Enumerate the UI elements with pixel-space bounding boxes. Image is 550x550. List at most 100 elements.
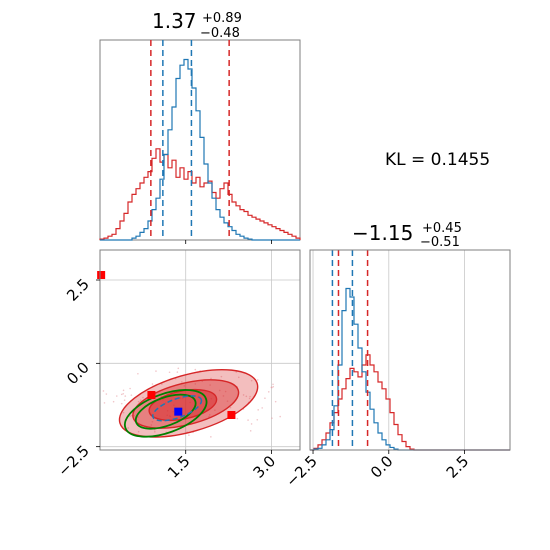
scatter-point <box>218 389 221 392</box>
scatter-point <box>183 385 186 387</box>
scatter-point <box>256 418 259 421</box>
top-title: 1.37 <box>152 9 197 33</box>
joint-green-contours <box>124 389 208 438</box>
joint-markers <box>97 271 236 419</box>
scatter-point <box>208 415 210 418</box>
scatter-point <box>129 415 131 418</box>
joint-ytick-label-2: 2.5 <box>63 275 93 305</box>
scatter-point <box>279 415 281 418</box>
green-contour-1 <box>134 393 197 430</box>
panel-top-frame <box>99 39 301 241</box>
scatter-point <box>242 394 245 396</box>
panel-right-frame <box>309 249 511 451</box>
scatter-point <box>176 371 179 373</box>
scatter-point <box>194 383 197 385</box>
scatter-point <box>139 399 142 401</box>
scatter-point <box>250 379 253 382</box>
panel-marginal-top: 1.37 +0.89 −0.48 <box>99 9 301 241</box>
panel-right-bg <box>310 250 510 450</box>
scatter-point <box>208 413 211 416</box>
scatter-point <box>120 393 123 396</box>
scatter-point <box>222 395 225 397</box>
scatter-point <box>168 371 171 374</box>
scatter-point <box>250 423 253 425</box>
scatter-point <box>264 397 266 399</box>
right-title-plus: +0.45 <box>422 221 462 236</box>
scatter-point <box>226 400 229 402</box>
joint-red-contours <box>118 369 259 438</box>
scatter-point <box>123 399 126 401</box>
green-contour-0 <box>124 389 208 438</box>
scatter-point <box>194 368 197 371</box>
panel-marginal-right: −2.5 0.0 2.5 −1.15 +0.45 −0.51 <box>282 221 511 491</box>
scatter-point <box>122 392 125 395</box>
scatter-point <box>105 393 108 395</box>
scatter-point <box>103 402 106 404</box>
scatter-point <box>155 370 157 372</box>
blue-contour-0 <box>152 395 203 422</box>
scatter-point <box>150 424 153 426</box>
scatter-point <box>220 375 223 378</box>
right-title: −1.15 <box>352 221 413 245</box>
scatter-point <box>249 395 251 398</box>
joint-xtick-label-0: 1.5 <box>164 452 194 482</box>
scatter-point <box>130 394 133 396</box>
scatter-point <box>142 396 144 399</box>
right-title-value: −1.15 <box>352 221 413 245</box>
top-title-plus: +0.89 <box>202 11 242 26</box>
scatter-point <box>181 381 183 383</box>
scatter-point <box>236 417 239 420</box>
scatter-point <box>245 395 248 398</box>
kl-label: KL = 0.1455 <box>385 150 490 170</box>
scatter-point <box>271 417 273 419</box>
scatter-point <box>249 430 252 432</box>
scatter-point <box>210 377 212 380</box>
scatter-point <box>137 430 140 433</box>
scatter-point <box>237 376 240 379</box>
scatter-point <box>122 389 125 392</box>
scatter-point <box>256 379 259 381</box>
panel-joint-frame <box>99 249 301 451</box>
scatter-point <box>112 400 115 403</box>
scatter-point <box>248 397 251 400</box>
scatter-point <box>224 390 227 393</box>
hist-blue-top <box>100 58 300 241</box>
scatter-point <box>129 387 131 390</box>
scatter-point <box>120 402 123 405</box>
scatter-point <box>137 372 139 375</box>
scatter-point <box>261 407 263 409</box>
top-title-minus: −0.48 <box>200 26 240 41</box>
marker-3 <box>147 391 156 399</box>
scatter-point <box>122 411 125 414</box>
right-xtick-label-1: 0.0 <box>367 452 397 482</box>
scatter-point <box>235 371 238 373</box>
joint-blue-contours <box>152 395 203 422</box>
scatter-point <box>257 409 259 411</box>
top-ticks <box>185 240 272 244</box>
scatter-point <box>272 385 275 388</box>
scatter-point <box>115 395 118 397</box>
scatter-point <box>154 430 156 433</box>
hist-red-top <box>99 148 301 240</box>
scatter-point <box>137 400 140 403</box>
right-grid <box>312 250 465 450</box>
scatter-point <box>271 386 273 389</box>
right-ticks: −2.5 0.0 2.5 <box>282 450 472 491</box>
scatter-point <box>214 409 216 411</box>
scatter-point <box>247 419 249 421</box>
scatter-point <box>229 406 232 409</box>
panel-joint: 1.5 3.0 −2.5 0.0 2.5 <box>54 249 301 482</box>
scatter-point <box>274 400 277 403</box>
scatter-point <box>151 383 154 385</box>
marker-2 <box>227 411 236 419</box>
joint-ytick-label-1: 0.0 <box>63 358 93 388</box>
joint-xtick-label-1: 3.0 <box>250 452 280 482</box>
right-title-minus: −0.51 <box>420 235 460 250</box>
scatter-point <box>151 420 154 423</box>
scatter-point <box>267 391 270 393</box>
scatter-point <box>133 414 135 417</box>
scatter-point <box>161 383 163 385</box>
top-histograms <box>99 40 301 241</box>
right-xtick-label-2: 2.5 <box>443 452 473 482</box>
